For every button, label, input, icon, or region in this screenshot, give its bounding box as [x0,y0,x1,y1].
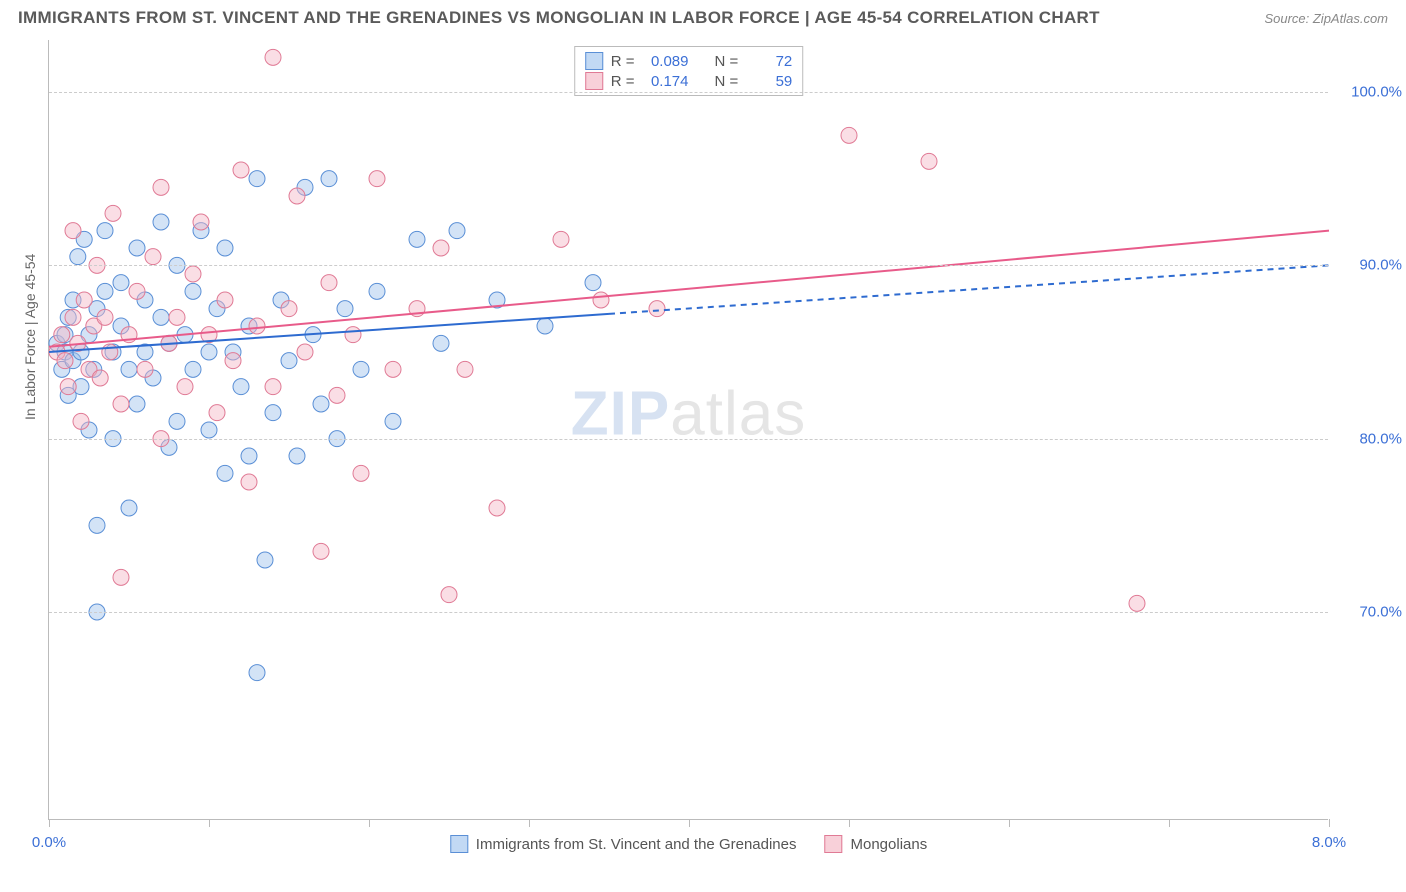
y-tick-label: 70.0% [1359,604,1402,621]
legend-series: Immigrants from St. Vincent and the Gren… [450,835,927,853]
chart-source: Source: ZipAtlas.com [1264,11,1388,26]
legend-swatch-pink-2 [825,835,843,853]
legend-n1: 72 [746,53,792,70]
chart-plot-area: ZIPatlas R = 0.089 N = 72 R = 0.174 N = … [48,40,1328,820]
legend-r-label: R = [611,53,635,70]
legend-series2-label: Mongolians [851,836,928,853]
legend-swatch-blue-2 [450,835,468,853]
legend-r2: 0.174 [643,73,689,90]
legend-r-label2: R = [611,73,635,90]
y-tick-label: 80.0% [1359,430,1402,447]
y-axis-label: In Labor Force | Age 45-54 [22,254,38,420]
legend-n-label2: N = [715,73,739,90]
legend-correlation: R = 0.089 N = 72 R = 0.174 N = 59 [574,46,804,96]
x-tick-label: 8.0% [1312,834,1346,851]
y-tick-label: 90.0% [1359,257,1402,274]
legend-swatch-blue [585,52,603,70]
legend-n2: 59 [746,73,792,90]
chart-svg [49,40,1328,819]
x-tick-label: 0.0% [32,834,66,851]
y-tick-label: 100.0% [1351,84,1402,101]
chart-title: IMMIGRANTS FROM ST. VINCENT AND THE GREN… [18,8,1100,28]
legend-r1: 0.089 [643,53,689,70]
legend-n-label: N = [715,53,739,70]
legend-series1-label: Immigrants from St. Vincent and the Gren… [476,836,797,853]
legend-swatch-pink [585,72,603,90]
